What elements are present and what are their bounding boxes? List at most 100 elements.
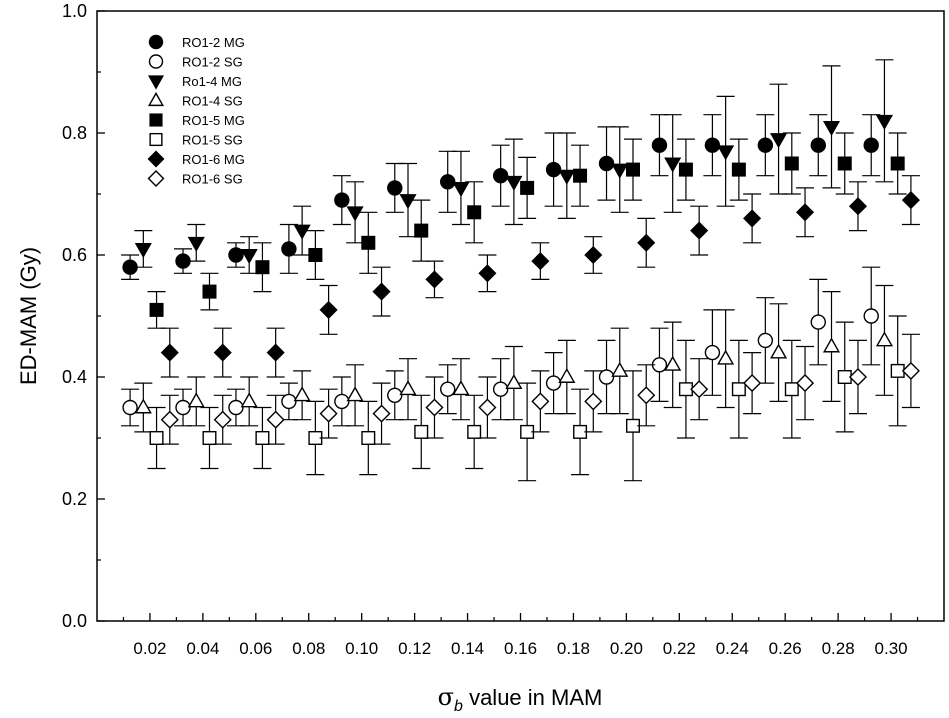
data-point — [440, 381, 456, 397]
series-ro1-5-mg — [147, 132, 907, 329]
data-point — [319, 300, 338, 319]
data-point — [281, 393, 297, 410]
x-tick-label: 0.08 — [292, 639, 325, 658]
x-tick-label: 0.24 — [716, 639, 749, 658]
data-point — [308, 247, 323, 262]
data-point — [822, 337, 841, 353]
data-point — [361, 235, 376, 250]
data-point — [134, 398, 152, 414]
data-point — [149, 431, 164, 446]
data-point — [387, 180, 403, 196]
data-point — [281, 241, 297, 257]
legend-label: Ro1-4 MG — [182, 74, 242, 89]
data-point — [863, 308, 879, 324]
legend-marker — [147, 150, 165, 168]
data-point — [478, 264, 497, 283]
data-point — [770, 343, 788, 359]
data-point — [240, 249, 258, 265]
x-tick-label: 0.18 — [557, 639, 590, 658]
data-point — [545, 375, 562, 391]
data-point — [361, 431, 376, 446]
data-point — [717, 349, 735, 365]
data-point — [757, 332, 774, 349]
data-point — [810, 314, 826, 330]
data-point — [558, 169, 576, 185]
data-point — [611, 163, 629, 179]
x-tick-label: 0.14 — [451, 639, 484, 658]
data-point — [149, 302, 164, 317]
y-tick-label: 0.4 — [62, 367, 87, 387]
data-point — [414, 424, 429, 439]
data-point — [425, 270, 444, 289]
data-point — [492, 381, 509, 397]
data-point — [664, 355, 682, 371]
data-point — [160, 343, 179, 362]
series-ro1-5-sg — [147, 315, 907, 482]
data-point — [399, 194, 417, 210]
data-point — [822, 120, 841, 137]
data-point — [228, 247, 244, 263]
data-point — [425, 398, 444, 417]
y-tick-label: 1.0 — [62, 1, 87, 21]
data-point — [293, 224, 311, 240]
data-point — [505, 373, 523, 390]
legend-label: RO1-6 MG — [182, 152, 245, 167]
data-point — [452, 380, 470, 396]
data-point — [651, 137, 668, 153]
data-point — [637, 233, 656, 252]
x-axis-title-subscript: b — [454, 698, 463, 715]
data-point — [848, 197, 868, 216]
data-point — [875, 114, 893, 130]
x-tick-label: 0.10 — [345, 639, 378, 658]
data-point — [795, 374, 815, 393]
data-point — [240, 392, 258, 408]
data-point — [573, 168, 588, 183]
y-tick-label: 0.0 — [62, 611, 87, 631]
legend-marker — [147, 170, 165, 187]
x-tick-label: 0.30 — [875, 639, 908, 658]
data-point — [717, 145, 735, 161]
data-point — [266, 410, 285, 429]
legend-label: RO1-2 MG — [182, 35, 245, 50]
data-point — [387, 387, 403, 403]
data-point — [611, 361, 629, 377]
axes: 0.0 0.2 0.4 0.6 0.8 1.0 0.02 0.04 0.06 0.08 0.10 0.… — [62, 1, 945, 658]
x-axis-title-symbol: σ — [438, 683, 454, 711]
y-tick-label: 0.2 — [62, 489, 87, 509]
data-point — [187, 236, 205, 252]
x-tick-label: 0.06 — [239, 639, 272, 658]
legend-marker — [147, 91, 165, 107]
data-point — [122, 399, 138, 416]
data-point — [584, 392, 603, 411]
data-point — [334, 192, 350, 208]
legend-marker — [148, 34, 164, 50]
legend: RO1-2 MG RO1-2 SG Ro1-4 MG RO1-4 SG RO1-5 MG… — [147, 34, 245, 187]
x-tick-label: 0.22 — [663, 639, 696, 658]
data-point — [414, 223, 429, 238]
series-ro1-2-mg — [121, 114, 881, 280]
data-point — [678, 162, 693, 177]
data-point — [255, 431, 270, 446]
data-point — [743, 209, 762, 228]
x-tick-label: 0.04 — [186, 639, 219, 658]
data-point — [520, 180, 535, 195]
series-ro1-6-mg — [160, 175, 920, 378]
data-point — [319, 404, 338, 423]
data-point — [795, 203, 815, 222]
data-point — [505, 175, 523, 191]
data-point — [743, 374, 762, 393]
data-point — [492, 167, 509, 184]
x-axis-title: σb value in MAM — [438, 683, 603, 715]
y-axis-title: ED-MAM (Gy) — [16, 247, 41, 385]
data-point — [255, 260, 270, 275]
data-point — [810, 137, 826, 153]
data-point — [440, 174, 456, 190]
data-point — [690, 221, 709, 240]
data-point — [598, 369, 615, 385]
data-point — [848, 367, 868, 387]
data-point — [346, 206, 364, 222]
y-tick-label: 0.8 — [62, 123, 87, 143]
data-point — [558, 367, 576, 383]
legend-label: RO1-5 MG — [182, 113, 245, 128]
